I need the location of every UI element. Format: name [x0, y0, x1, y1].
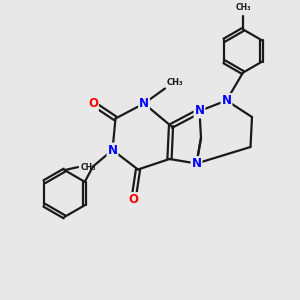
Text: O: O — [128, 193, 139, 206]
Text: CH₃: CH₃ — [81, 163, 97, 172]
Text: N: N — [191, 157, 202, 170]
Text: CH₃: CH₃ — [235, 3, 251, 12]
Text: N: N — [139, 97, 149, 110]
Text: N: N — [221, 94, 232, 107]
Text: N: N — [194, 104, 205, 118]
Text: N: N — [107, 143, 118, 157]
Text: O: O — [88, 97, 98, 110]
Text: CH₃: CH₃ — [167, 78, 183, 87]
